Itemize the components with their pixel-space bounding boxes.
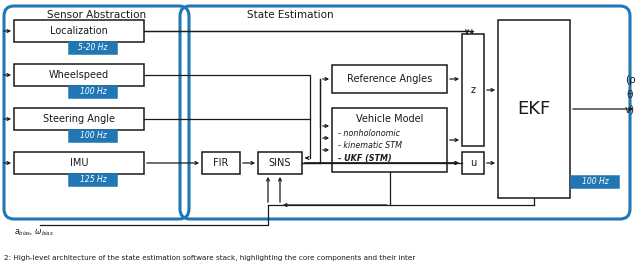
Text: - kinematic STM: - kinematic STM bbox=[338, 141, 402, 150]
Text: State Estimation: State Estimation bbox=[246, 10, 333, 20]
Bar bbox=[14, 108, 144, 130]
Bar bbox=[14, 152, 144, 174]
Bar bbox=[498, 20, 570, 198]
Text: FIR: FIR bbox=[213, 158, 228, 168]
Text: EKF: EKF bbox=[517, 100, 550, 118]
Text: SINS: SINS bbox=[269, 158, 291, 168]
Bar bbox=[258, 152, 302, 174]
Bar bbox=[332, 108, 447, 172]
Bar bbox=[69, 130, 117, 142]
Text: v): v) bbox=[625, 105, 635, 115]
Text: 100 Hz: 100 Hz bbox=[79, 87, 106, 97]
Text: $a_{bias}$, $\omega_{bias}$: $a_{bias}$, $\omega_{bias}$ bbox=[14, 228, 54, 238]
Text: Sensor Abstraction: Sensor Abstraction bbox=[47, 10, 146, 20]
Bar bbox=[202, 152, 240, 174]
Bar bbox=[571, 176, 619, 188]
Text: Localization: Localization bbox=[50, 26, 108, 36]
Text: 100 Hz: 100 Hz bbox=[582, 178, 609, 186]
Text: IMU: IMU bbox=[70, 158, 88, 168]
Bar bbox=[462, 34, 484, 146]
Text: Reference Angles: Reference Angles bbox=[347, 74, 432, 84]
Text: 125 Hz: 125 Hz bbox=[79, 175, 106, 185]
Bar bbox=[69, 86, 117, 98]
Bar bbox=[332, 65, 447, 93]
Text: 2: High-level architecture of the state estimation software stack, highlighting : 2: High-level architecture of the state … bbox=[4, 255, 415, 261]
Text: 100 Hz: 100 Hz bbox=[79, 132, 106, 140]
Text: - nonholonomic: - nonholonomic bbox=[338, 129, 400, 137]
Bar bbox=[14, 20, 144, 42]
Text: z: z bbox=[470, 85, 476, 95]
Text: (ρ: (ρ bbox=[625, 75, 636, 85]
Text: θ: θ bbox=[627, 90, 633, 100]
Bar bbox=[462, 152, 484, 174]
Bar bbox=[14, 64, 144, 86]
Text: Steering Angle: Steering Angle bbox=[43, 114, 115, 124]
Bar bbox=[69, 42, 117, 54]
Text: Wheelspeed: Wheelspeed bbox=[49, 70, 109, 80]
Text: 5-20 Hz: 5-20 Hz bbox=[78, 44, 108, 52]
Text: Vehicle Model: Vehicle Model bbox=[356, 114, 423, 124]
Text: u: u bbox=[470, 158, 476, 168]
Text: - UKF (STM): - UKF (STM) bbox=[338, 154, 392, 164]
Bar bbox=[69, 174, 117, 186]
